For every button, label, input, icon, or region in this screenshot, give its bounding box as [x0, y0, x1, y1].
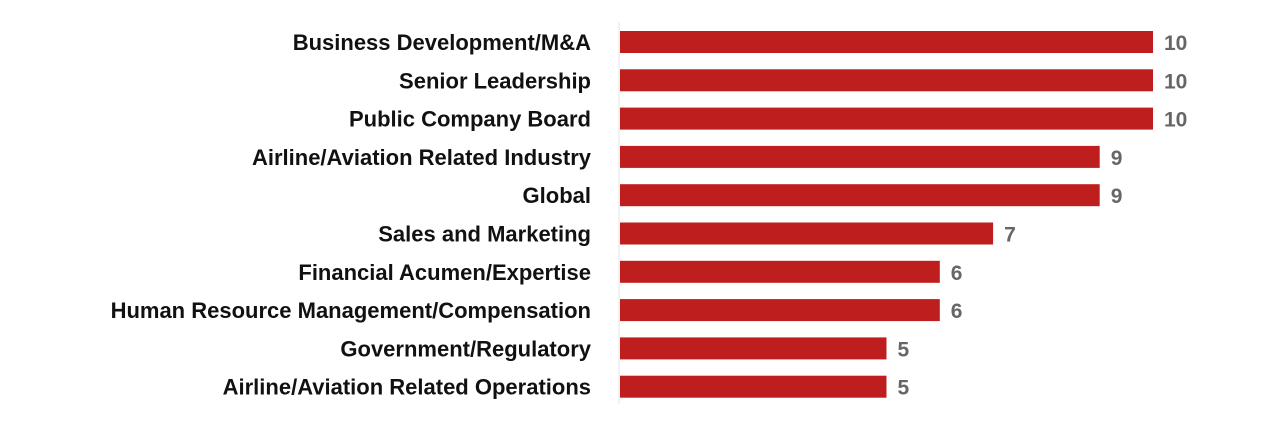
- category-labels-group: Business Development/M&A Senior Leadershi…: [111, 30, 592, 400]
- category-label-business-development-m-a: Business Development/M&A: [293, 30, 591, 55]
- category-label-senior-leadership: Senior Leadership: [399, 68, 591, 93]
- value-label-business-development-m-a: 10: [1164, 32, 1187, 55]
- value-label-global: 9: [1111, 185, 1123, 208]
- bar-airline-aviation-related-operations: [620, 375, 887, 398]
- category-label-public-company-board: Public Company Board: [349, 107, 591, 132]
- value-label-financial-acumen-expertise: 6: [951, 262, 963, 285]
- value-label-airline-aviation-related-industry: 9: [1111, 147, 1123, 170]
- bar-government-regulatory: [620, 337, 887, 360]
- category-label-airline-aviation-related-operations: Airline/Aviation Related Operations: [223, 375, 591, 400]
- category-label-sales-and-marketing: Sales and Marketing: [378, 222, 591, 247]
- bar-human-resource-management-compensation: [620, 299, 940, 322]
- bar-public-company-board: [620, 107, 1153, 130]
- category-label-global: Global: [523, 183, 591, 208]
- category-label-financial-acumen-expertise: Financial Acumen/Expertise: [298, 260, 591, 285]
- value-label-sales-and-marketing: 7: [1004, 224, 1016, 247]
- value-label-public-company-board: 10: [1164, 109, 1187, 132]
- bar-senior-leadership: [620, 69, 1153, 92]
- category-label-government-regulatory: Government/Regulatory: [340, 336, 591, 361]
- value-label-government-regulatory: 5: [898, 338, 910, 361]
- bar-business-development-m-a: [620, 31, 1153, 53]
- category-label-airline-aviation-related-industry: Airline/Aviation Related Industry: [252, 145, 592, 170]
- bar-global: [620, 184, 1100, 207]
- value-labels-group: 10 10 10 9 9 7 6 6 5 5: [898, 32, 1188, 400]
- bar-financial-acumen-expertise: [620, 260, 940, 283]
- bars-group: [620, 31, 1153, 398]
- value-label-airline-aviation-related-operations: 5: [898, 377, 910, 400]
- bar-airline-aviation-related-industry: [620, 145, 1100, 168]
- bar-sales-and-marketing: [620, 222, 994, 245]
- category-label-human-resource-management-compensation: Human Resource Management/Compensation: [111, 298, 591, 323]
- value-label-human-resource-management-compensation: 6: [951, 300, 963, 323]
- value-label-senior-leadership: 10: [1164, 70, 1187, 93]
